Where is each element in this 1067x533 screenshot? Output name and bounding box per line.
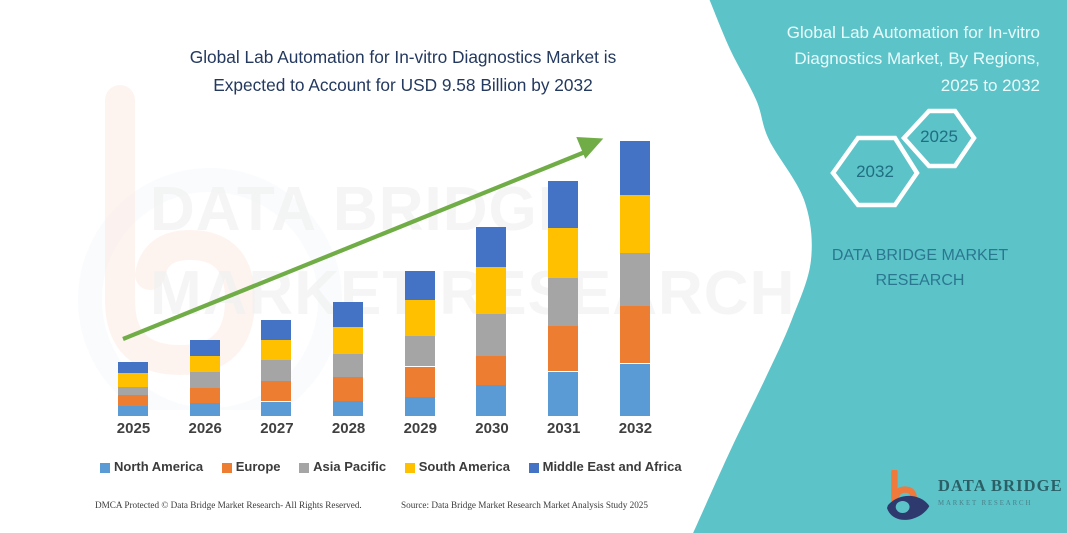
svg-text:2025: 2025 xyxy=(920,127,958,146)
svg-text:2032: 2032 xyxy=(856,162,894,181)
